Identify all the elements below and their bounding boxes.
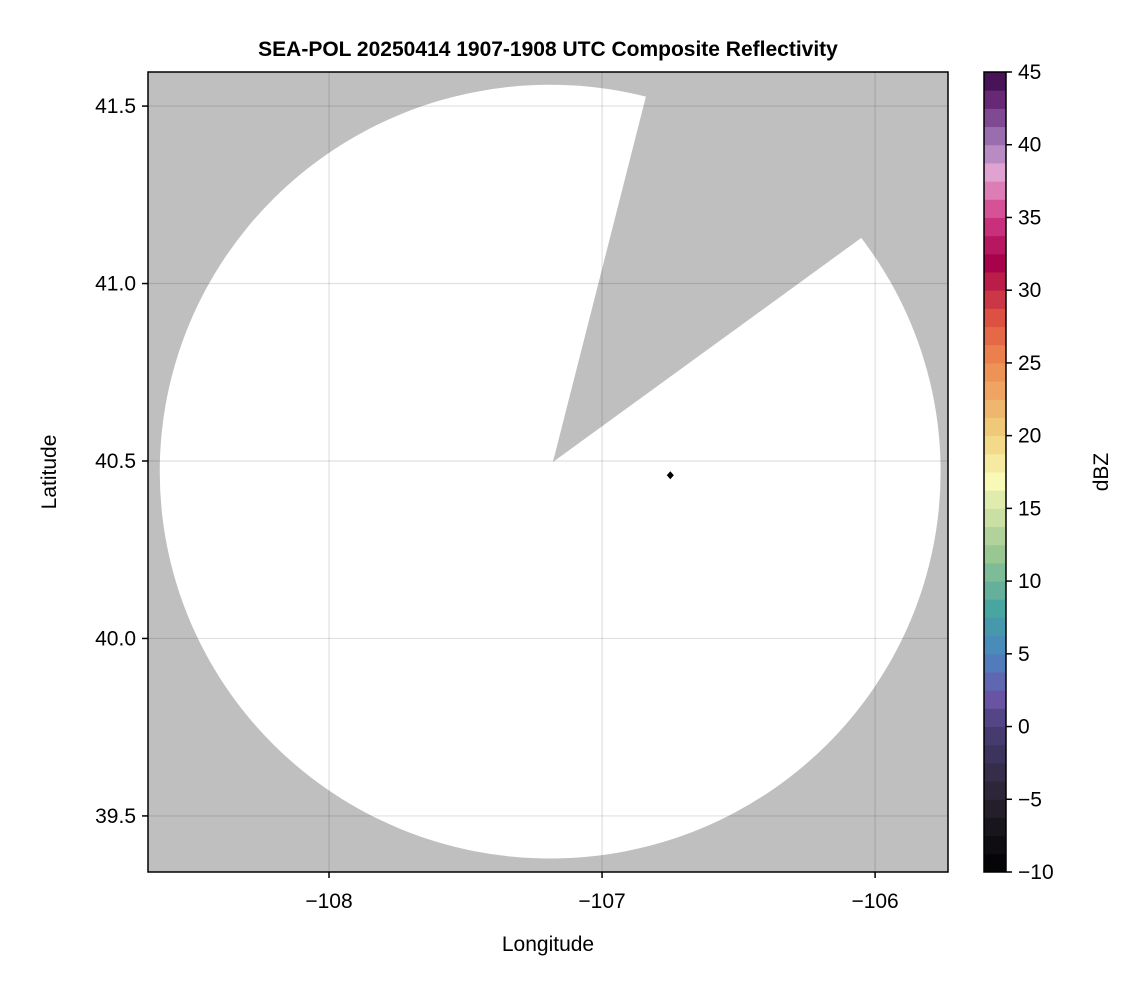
- colorbar-tick-label: 45: [1018, 61, 1041, 84]
- y-tick-label: 40.0: [95, 627, 136, 650]
- plot-content: [148, 72, 948, 872]
- colorbar-bin: [984, 472, 1006, 491]
- colorbar-bin: [984, 253, 1006, 273]
- colorbar-bin: [984, 308, 1006, 328]
- colorbar-bin: [984, 544, 1006, 564]
- colorbar-bin: [984, 435, 1006, 455]
- y-tick-label: 40.5: [95, 450, 136, 473]
- x-axis-label: Longitude: [502, 933, 594, 956]
- colorbar-bin: [984, 708, 1006, 728]
- x-tick-label: −108: [305, 890, 352, 913]
- colorbar-bin: [984, 617, 1006, 637]
- colorbar-bin: [984, 526, 1006, 546]
- colorbar-bin: [984, 144, 1006, 164]
- y-axis-label: Latitude: [38, 435, 61, 510]
- colorbar-tick-label: 30: [1018, 279, 1041, 302]
- colorbar-bin: [984, 635, 1006, 655]
- colorbar-bin: [984, 326, 1006, 346]
- colorbar-bin: [984, 90, 1006, 109]
- colorbar-label: dBZ: [1090, 453, 1113, 492]
- colorbar-tick-label: 40: [1018, 134, 1041, 157]
- colorbar-bin: [984, 344, 1006, 364]
- colorbar-bin: [984, 744, 1006, 764]
- colorbar-bin: [984, 417, 1006, 437]
- blocked-sector: [552, 72, 948, 463]
- colorbar-bin: [984, 381, 1006, 400]
- colorbar-bin: [984, 726, 1006, 746]
- colorbar-tick-label: 25: [1018, 352, 1041, 375]
- colorbar-tick-label: −5: [1018, 788, 1042, 811]
- colorbar-tick-label: 35: [1018, 206, 1041, 229]
- colorbar-bin: [984, 562, 1006, 582]
- colorbar-bin: [984, 762, 1006, 782]
- y-tick-label: 39.5: [95, 805, 136, 828]
- colorbar-bin: [984, 199, 1006, 218]
- colorbar-bin: [984, 72, 1006, 91]
- colorbar-tick-label: 5: [1018, 643, 1030, 666]
- colorbar-bin: [984, 362, 1006, 382]
- colorbar-bin: [984, 162, 1006, 182]
- colorbar-bin: [984, 653, 1006, 673]
- colorbar-tick-label: 20: [1018, 425, 1041, 448]
- colorbar-bin: [984, 217, 1006, 237]
- colorbar-bin: [984, 781, 1006, 800]
- colorbar-tick-label: −10: [1018, 861, 1054, 884]
- x-tick-label: −107: [578, 890, 625, 913]
- colorbar-bin: [984, 453, 1006, 473]
- chart-title: SEA-POL 20250414 1907-1908 UTC Composite…: [258, 38, 838, 61]
- colorbar-bin: [984, 290, 1006, 309]
- colorbar-bin: [984, 799, 1006, 818]
- colorbar-bin: [984, 672, 1006, 691]
- colorbar: −10 −5 0 5 10 15 20 25 30 35 40 45: [983, 61, 1054, 884]
- colorbar-bin: [984, 599, 1006, 618]
- colorbar-tick-label: 15: [1018, 497, 1041, 520]
- colorbar-bin: [984, 181, 1006, 200]
- colorbar-bin: [984, 490, 1006, 509]
- colorbar-bin: [984, 853, 1006, 873]
- colorbar-bin: [984, 508, 1006, 528]
- y-tick-label: 41.5: [95, 95, 136, 118]
- colorbar-bin: [984, 817, 1006, 837]
- colorbar-bin: [984, 235, 1006, 255]
- colorbar-bin: [984, 690, 1006, 709]
- x-tick-label: −106: [851, 890, 898, 913]
- plot-area: [147, 71, 949, 873]
- colorbar-bin: [984, 835, 1006, 855]
- colorbar-bin: [984, 126, 1006, 146]
- y-tick-label: 41.0: [95, 273, 136, 296]
- colorbar-bin: [984, 399, 1006, 418]
- colorbar-bin: [984, 581, 1006, 600]
- colorbar-bin: [984, 272, 1006, 291]
- axes: −108 −107 −106 39.5 40.0 40.5 41.0 41.5: [95, 95, 899, 913]
- colorbar-tick-label: 0: [1018, 716, 1030, 739]
- colorbar-bin: [984, 108, 1006, 128]
- radar-site-marker: [666, 471, 674, 480]
- colorbar-frame: [983, 71, 1007, 873]
- colorbar-tick-label: 10: [1018, 570, 1041, 593]
- plot-frame: [147, 71, 949, 873]
